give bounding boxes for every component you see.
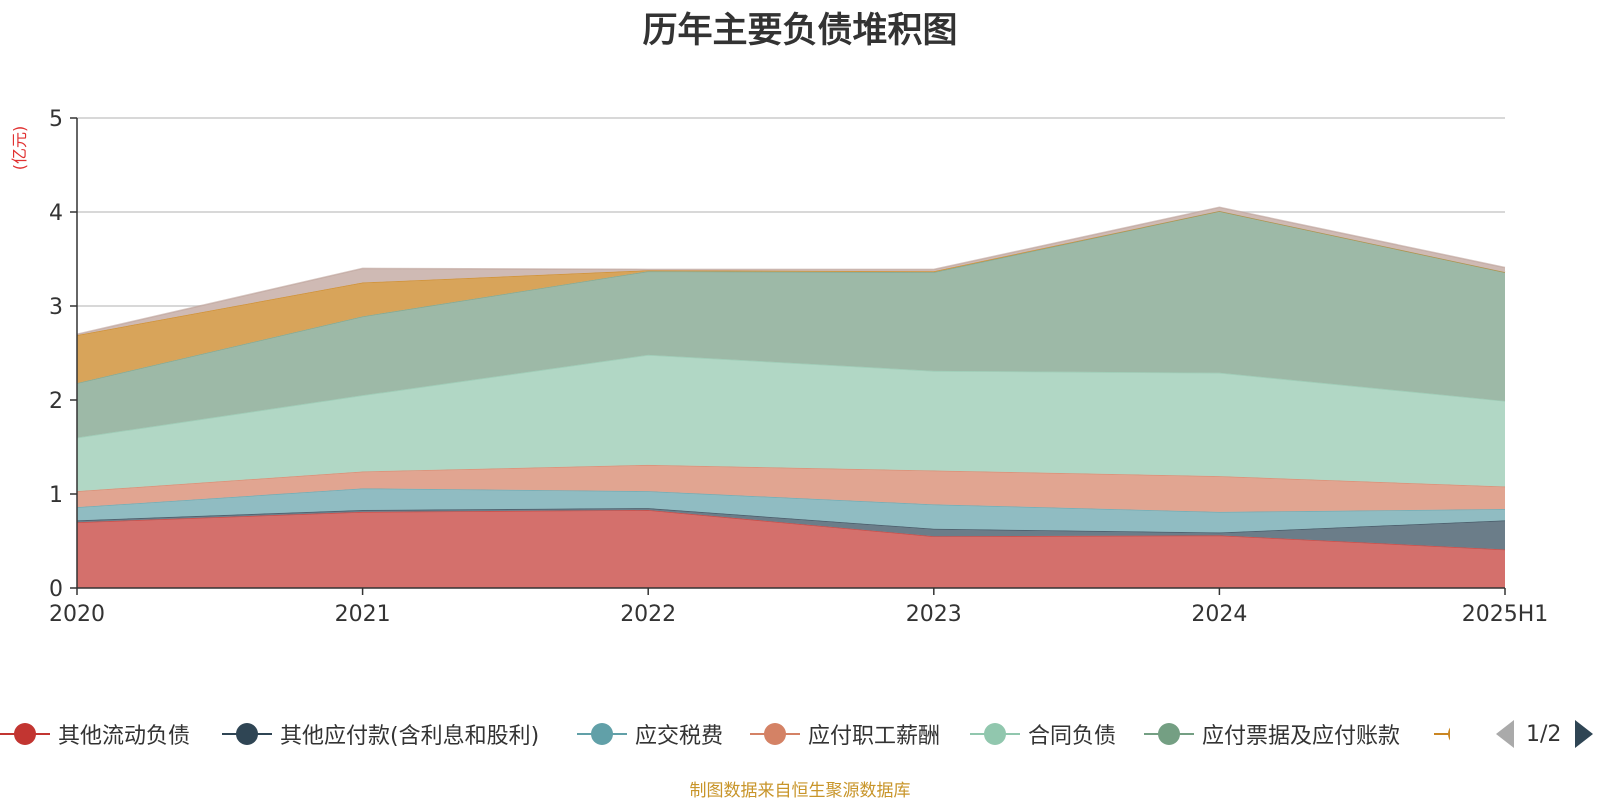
area-series-7 [77, 207, 1505, 336]
x-tick-label: 2025H1 [1462, 602, 1549, 627]
legend-page-indicator: 1/2 [1526, 721, 1562, 747]
area-series-3 [77, 464, 1505, 512]
area-series-4 [77, 354, 1505, 492]
legend: 其他流动负债 其他应付款(含利息和股利) 应交税费 应付职工薪酬 合同负债 应付… [0, 714, 1600, 754]
y-tick-label: 5 [49, 107, 63, 132]
chart-title: 历年主要负债堆积图 [642, 11, 958, 51]
area-series-0 [77, 509, 1505, 588]
legend-marker [1144, 714, 1194, 754]
legend-marker [0, 714, 50, 754]
legend-marker [970, 714, 1020, 754]
legend-item-other-payables[interactable]: 其他应付款(含利息和股利) [222, 714, 539, 754]
area-series-6 [77, 211, 1505, 384]
y-tick-label: 2 [49, 389, 63, 414]
x-tick-label: 2021 [335, 602, 391, 627]
legend-label: 合同负债 [1028, 724, 1117, 749]
next-page-icon[interactable] [1575, 720, 1594, 748]
area-series-5 [77, 211, 1505, 438]
x-tick-label: 2020 [49, 602, 105, 627]
legend-marker [750, 714, 800, 754]
y-tick-label: 0 [49, 577, 63, 602]
legend-item-employee-pay[interactable]: 应付职工薪酬 [750, 714, 940, 754]
y-tick-label: 1 [49, 483, 63, 508]
area-edge-series-2 [76, 487, 1506, 513]
legend-label: 其他流动负债 [58, 724, 191, 749]
y-tick-label: 3 [49, 295, 63, 320]
legend-marker [577, 714, 627, 754]
area-edge-series-7 [76, 206, 1506, 335]
legend-pager: 1/2 [1496, 714, 1594, 754]
x-tick-label: 2022 [620, 602, 676, 627]
legend-item-other-current-liabilities[interactable]: 其他流动负债 [0, 714, 190, 754]
legend-label: 应付职工薪酬 [808, 724, 941, 749]
legend-item-truncated[interactable] [1434, 714, 1450, 754]
legend-item-contract-liabilities[interactable]: 合同负债 [970, 714, 1116, 754]
area-series-2 [77, 488, 1505, 533]
legend-label: 应付票据及应付账款 [1202, 724, 1401, 749]
x-tick-label: 2024 [1191, 602, 1247, 627]
prev-page-icon[interactable] [1496, 720, 1514, 748]
legend-marker [222, 714, 272, 754]
legend-label: 其他应付款(含利息和股利) [280, 724, 540, 749]
x-tick-label: 2023 [906, 602, 962, 627]
legend-marker-truncated [1434, 714, 1450, 754]
y-tick-label: 4 [49, 201, 63, 226]
stacked-area-chart: 0 1 2 3 4 5 2020 2021 2022 2023 2024 2025H1 [49, 107, 1549, 627]
legend-item-notes-and-accounts-payable[interactable]: 应付票据及应付账款 [1144, 714, 1400, 754]
legend-item-taxes-payable[interactable]: 应交税费 [577, 714, 723, 754]
legend-label: 应交税费 [635, 724, 724, 749]
source-note: 制图数据来自恒生聚源数据库 [689, 781, 911, 801]
